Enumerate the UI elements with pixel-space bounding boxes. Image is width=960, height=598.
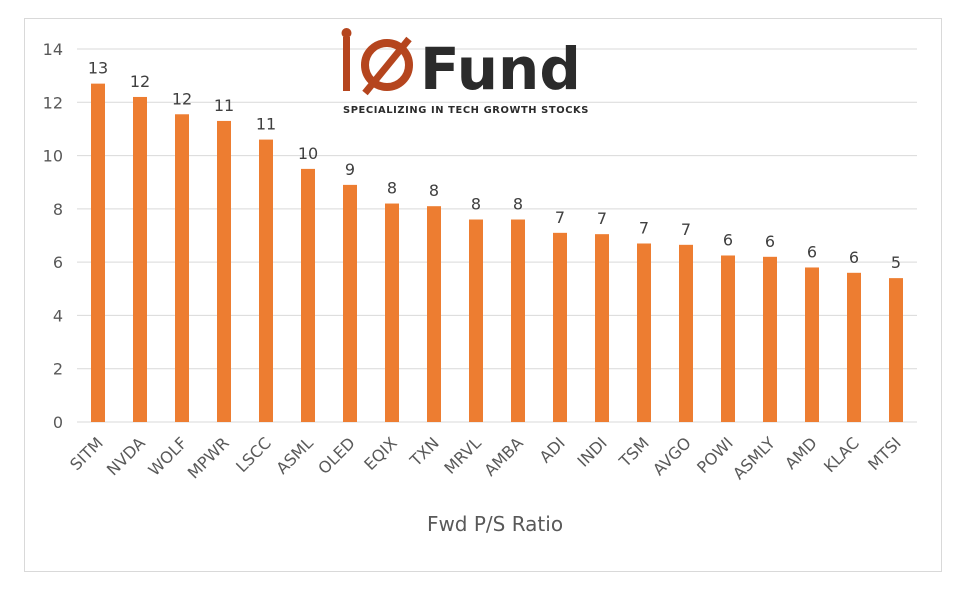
x-tick-label-amd: AMD: [781, 433, 821, 473]
bar-chart: 0 2 4 6 8 10 12 14 13 12 12 11 11 10 9 8 8 8 8 7 7 7 7 6 6 6 6 5 S…: [43, 28, 917, 536]
y-tick-label: 6: [53, 253, 63, 272]
x-tick-label-asml: ASML: [272, 433, 316, 477]
bar-wolf: [175, 114, 189, 423]
x-tick-label-mrvl: MRVL: [440, 433, 485, 478]
bar-indi: [595, 234, 609, 422]
bar-mrvl: [469, 219, 483, 422]
data-label-asml: 10: [298, 144, 318, 163]
bar-mtsi: [889, 278, 903, 422]
data-label-lscc: 11: [256, 115, 276, 134]
bar-lscc: [259, 139, 273, 422]
y-tick-label: 2: [53, 360, 63, 379]
data-label-tsm: 7: [639, 218, 649, 237]
x-tick-label-indi: INDI: [574, 433, 611, 470]
bar-txn: [427, 206, 441, 422]
data-label-asmly: 6: [765, 232, 775, 251]
x-tick-label-avgo: AVGO: [649, 433, 695, 479]
y-tick-label: 4: [53, 306, 63, 325]
logo-wordmark: Fund: [420, 35, 581, 103]
bar-asml: [301, 168, 315, 422]
x-tick-label-wolf: WOLF: [144, 433, 190, 479]
bar-oled: [343, 184, 357, 422]
y-tick-label: 8: [53, 200, 63, 219]
bar-amd: [805, 267, 819, 422]
y-tick-label: 14: [43, 40, 63, 59]
x-axis-title: Fwd P/S Ratio: [427, 512, 563, 536]
x-tick-label-oled: OLED: [314, 433, 359, 478]
logo-tagline: SPECIALIZING IN TECH GROWTH STOCKS: [343, 105, 589, 116]
y-tick-label: 12: [43, 93, 63, 112]
bar-powi: [721, 255, 735, 422]
chart-frame: 0 2 4 6 8 10 12 14 13 12 12 11 11 10 9 8 8 8 8 7 7 7 7 6 6 6 6 5 S…: [24, 18, 942, 572]
data-label-wolf: 12: [172, 89, 192, 108]
data-label-indi: 7: [597, 209, 607, 228]
x-tick-label-tsm: TSM: [615, 433, 653, 471]
data-labels: 13 12 12 11 11 10 9 8 8 8 8 7 7 7 7 6 6 6 6 5: [88, 59, 901, 272]
data-label-mtsi: 5: [891, 253, 901, 272]
bar-adi: [553, 232, 567, 422]
data-label-klac: 6: [849, 248, 859, 267]
logo-mark-icon: [341, 28, 413, 96]
x-tick-label-lscc: LSCC: [232, 433, 275, 476]
bar-amba: [511, 219, 525, 422]
bar-nvda: [133, 96, 147, 422]
data-label-oled: 9: [345, 160, 355, 179]
data-label-mpwr: 11: [214, 96, 234, 115]
bar-klac: [847, 272, 861, 422]
data-label-avgo: 7: [681, 220, 691, 239]
data-label-mrvl: 8: [471, 195, 481, 214]
data-label-powi: 6: [723, 230, 733, 249]
x-tick-label-sitm: SITM: [66, 433, 107, 474]
data-label-nvda: 12: [130, 72, 150, 91]
bar-avgo: [679, 244, 693, 422]
x-tick-label-mpwr: MPWR: [184, 433, 233, 482]
data-label-amd: 6: [807, 242, 817, 261]
x-tick-label-asmly: ASMLY: [729, 433, 779, 483]
bar-asmly: [763, 256, 777, 422]
y-axis-ticks: 0 2 4 6 8 10 12 14: [43, 40, 63, 432]
y-tick-label: 10: [43, 147, 63, 166]
bar-tsm: [637, 243, 651, 422]
data-label-eqix: 8: [387, 179, 397, 198]
data-label-txn: 8: [429, 181, 439, 200]
bars: [91, 83, 903, 423]
x-tick-label-nvda: NVDA: [103, 433, 149, 479]
y-tick-label: 0: [53, 413, 63, 432]
bar-sitm: [91, 83, 105, 422]
x-tick-label-adi: ADI: [536, 433, 569, 466]
x-tick-label-mtsi: MTSI: [864, 433, 905, 474]
x-tick-label-klac: KLAC: [820, 433, 863, 476]
bar-eqix: [385, 203, 399, 422]
x-tick-label-eqix: EQIX: [360, 433, 401, 474]
bar-mpwr: [217, 120, 231, 422]
x-tick-label-amba: AMBA: [480, 433, 526, 479]
data-label-adi: 7: [555, 208, 565, 227]
iofund-logo: Fund SPECIALIZING IN TECH GROWTH STOCKS: [341, 28, 589, 116]
data-label-amba: 8: [513, 195, 523, 214]
data-label-sitm: 13: [88, 59, 108, 78]
x-tick-label-txn: TXN: [406, 433, 443, 470]
